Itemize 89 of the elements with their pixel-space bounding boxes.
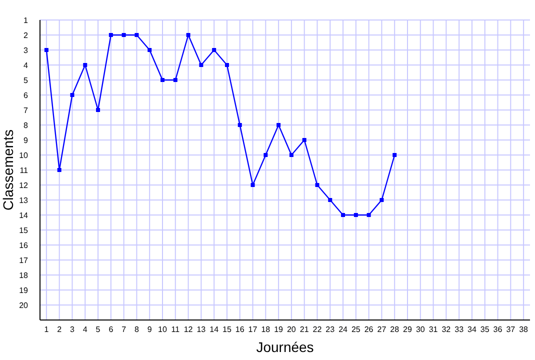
- point: [57, 168, 62, 172]
- x-tick-label: 38: [519, 325, 529, 334]
- x-tick-label: 16: [235, 325, 245, 334]
- y-tick-label: 20: [19, 301, 29, 310]
- x-tick-label: 26: [364, 325, 374, 334]
- x-tick-label: 7: [122, 325, 127, 334]
- x-tick-label: 15: [222, 325, 232, 334]
- x-tick-label: 27: [377, 325, 387, 334]
- point: [83, 63, 88, 67]
- x-tick-label: 30: [416, 325, 426, 334]
- x-tick-label: 18: [261, 325, 271, 334]
- x-tick-label: 34: [468, 325, 477, 334]
- x-tick-label: 33: [454, 325, 464, 334]
- point: [315, 183, 320, 187]
- y-axis-title: Classements: [0, 130, 16, 210]
- y-tick-label: 12: [19, 181, 29, 190]
- x-axis-title: Journées: [256, 339, 314, 355]
- point: [341, 213, 346, 217]
- point: [173, 78, 178, 82]
- x-tick-label: 4: [82, 325, 88, 334]
- point: [108, 33, 113, 37]
- x-tick-label: 12: [184, 325, 194, 334]
- x-tick-label: 32: [442, 325, 452, 334]
- y-tick-label: 4: [24, 61, 29, 70]
- point: [224, 63, 229, 67]
- point: [199, 63, 204, 67]
- point: [264, 153, 268, 157]
- y-tick-label: 5: [24, 76, 29, 85]
- x-tick-label: 9: [147, 325, 152, 334]
- x-tick-label: 17: [248, 325, 258, 334]
- x-tick-label: 31: [428, 325, 438, 334]
- x-tick-label: 29: [403, 325, 412, 334]
- point: [328, 198, 332, 202]
- x-tick-label: 6: [108, 325, 114, 334]
- point: [302, 138, 306, 142]
- x-tick-label: 28: [390, 325, 400, 334]
- x-tick-label: 10: [158, 325, 168, 334]
- y-tick-label: 7: [24, 106, 29, 115]
- point: [392, 153, 397, 157]
- y-tick-label: 1: [24, 16, 29, 25]
- point: [96, 108, 100, 112]
- point: [212, 48, 216, 52]
- x-tick-label: 25: [351, 325, 361, 334]
- y-tick-label: 14: [19, 211, 29, 220]
- line-series: [44, 33, 397, 217]
- point: [289, 153, 294, 157]
- point: [148, 48, 152, 52]
- x-tick-label: 14: [210, 325, 220, 334]
- point: [354, 213, 358, 217]
- x-tick-label: 24: [338, 325, 348, 334]
- y-tick-label: 11: [20, 166, 29, 175]
- x-tick-label: 21: [300, 325, 310, 334]
- point: [134, 33, 139, 37]
- y-tick-label: 6: [24, 91, 29, 100]
- x-tick-label: 5: [96, 325, 101, 334]
- x-tick-label: 11: [171, 325, 180, 334]
- point: [366, 213, 371, 217]
- x-tick-label: 8: [134, 325, 140, 334]
- point: [160, 78, 164, 82]
- y-tick-label: 2: [24, 31, 29, 40]
- point: [238, 123, 242, 127]
- x-tick-label: 2: [57, 325, 62, 334]
- x-tick-label: 3: [70, 325, 76, 334]
- x-tick-label: 37: [506, 325, 516, 334]
- x-tick-label: 23: [326, 325, 336, 334]
- x-tick-label: 19: [274, 325, 284, 334]
- x-tick-label: 13: [196, 325, 206, 334]
- point: [44, 48, 48, 52]
- x-tick-label: 20: [286, 325, 296, 334]
- point: [70, 93, 74, 97]
- y-tick-label: 9: [24, 136, 29, 145]
- point: [276, 123, 281, 127]
- point: [186, 33, 190, 37]
- point: [380, 198, 384, 202]
- x-tick-label: 1: [44, 325, 50, 334]
- y-tick-label: 18: [19, 271, 29, 280]
- y-tick-label: 17: [19, 256, 29, 265]
- y-tick-label: 16: [19, 241, 29, 250]
- point: [122, 33, 126, 37]
- x-tick-label: 35: [480, 325, 490, 334]
- y-tick-label: 15: [19, 226, 29, 235]
- x-tick-label: 22: [312, 325, 322, 334]
- y-tick-label: 3: [24, 46, 29, 55]
- y-tick-label: 8: [24, 121, 29, 130]
- y-tick-label: 19: [19, 286, 29, 295]
- point: [250, 183, 255, 187]
- x-tick-label: 36: [493, 325, 503, 334]
- y-tick-label: 10: [19, 151, 29, 160]
- y-tick-label: 13: [19, 196, 29, 205]
